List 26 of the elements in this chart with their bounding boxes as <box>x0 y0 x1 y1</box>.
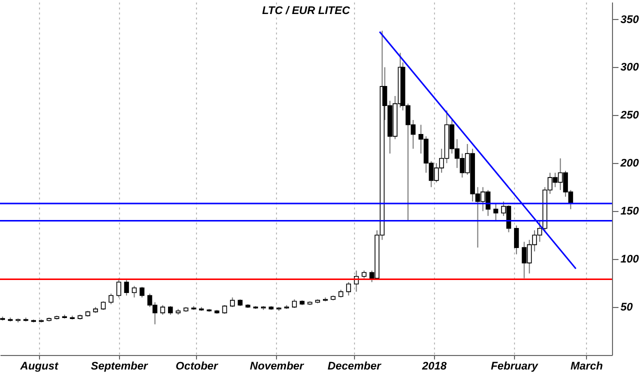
chart-title: LTC / EUR LITEC <box>262 5 351 17</box>
x-tick-label: February <box>490 360 539 372</box>
candlestick <box>140 286 144 298</box>
candlestick <box>132 285 137 298</box>
candlestick <box>116 278 122 298</box>
y-tick-label: 50 <box>620 302 634 314</box>
y-tick-label: 100 <box>620 254 640 266</box>
x-tick-label: September <box>90 360 148 372</box>
candlestick <box>493 202 498 222</box>
x-tick-label: December <box>328 360 382 372</box>
candlestick <box>514 225 519 255</box>
x-tick-label: November <box>250 360 304 372</box>
x-tick-label: August <box>19 360 60 372</box>
candlestick <box>108 293 114 305</box>
x-tick-label: October <box>176 360 219 372</box>
y-tick-label: 350 <box>620 14 640 26</box>
y-tick-label: 150 <box>620 206 640 218</box>
candlestick <box>346 282 352 296</box>
y-tick-label: 200 <box>620 158 640 170</box>
x-tick-label: March <box>570 360 604 372</box>
y-tick-label: 250 <box>620 110 640 122</box>
candlestick <box>230 296 235 308</box>
x-tick-label: 2018 <box>421 360 448 372</box>
y-tick-label: 300 <box>620 62 640 74</box>
candlestick <box>124 280 129 296</box>
candlestick <box>160 304 166 316</box>
